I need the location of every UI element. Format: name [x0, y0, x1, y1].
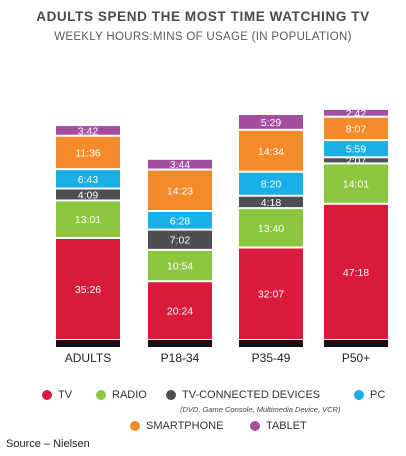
bar-segment-pc-adults [56, 170, 120, 188]
data-label-tv-p50+: 47:18 [343, 267, 369, 279]
bar-segment-tablet-p35-49 [239, 115, 303, 129]
data-label-radio-p18-34: 10:54 [167, 261, 193, 273]
bar-base-p35-49 [239, 340, 303, 347]
data-label-tv-connected-devices-p50+: 2:07 [346, 155, 367, 167]
data-label-tv-connected-devices-p18-34: 7:02 [170, 235, 191, 247]
data-label-tv-connected-devices-adults: 4:09 [78, 189, 99, 201]
tv-legend-dot [42, 390, 52, 400]
bar-segment-tv-connected-devices-p18-34 [148, 230, 212, 249]
bar-segment-smartphone-p35-49 [239, 130, 303, 171]
bar-segment-tv-connected-devices-p35-49 [239, 196, 303, 208]
data-label-pc-p50+: 5:59 [346, 144, 367, 156]
legend-note: (DVD, Game Console, Multimedia Device, V… [180, 405, 341, 414]
data-label-smartphone-p18-34: 14:23 [167, 185, 193, 197]
data-label-pc-p35-49: 8:20 [261, 179, 282, 191]
legend-item-radio: RADIO [96, 389, 147, 401]
bar-base-p50+ [324, 340, 388, 347]
data-label-tv-adults: 35:26 [75, 284, 101, 296]
bar-segment-tv-connected-devices-p50+ [324, 158, 388, 163]
bar-segment-pc-p35-49 [239, 172, 303, 195]
data-label-tv-p18-34: 20:24 [167, 306, 193, 318]
bar-segment-tv-p18-34 [148, 282, 212, 339]
chart-title: ADULTS SPEND THE MOST TIME WATCHING TV [36, 9, 370, 24]
chart-subtitle: WEEKLY HOURS:MINS OF USAGE (IN POPULATIO… [54, 31, 352, 43]
bar-segment-pc-p50+ [324, 141, 388, 157]
data-label-radio-adults: 13:01 [75, 214, 101, 226]
data-label-smartphone-adults: 11:36 [75, 147, 101, 159]
legend-label: RADIO [112, 389, 147, 401]
data-label-tv-p35-49: 32:07 [258, 289, 284, 301]
legend-item-tv-connected-devices: TV-CONNECTED DEVICES [166, 389, 320, 401]
tv-connected-devices-legend-dot [166, 390, 176, 400]
data-label-tablet-adults: 3:42 [78, 125, 99, 137]
bar-segment-radio-p50+ [324, 164, 388, 203]
legend-item-tablet: TABLET [250, 420, 307, 432]
legend-label: SMARTPHONE [146, 420, 224, 432]
data-label-radio-p35-49: 13:40 [258, 223, 284, 235]
bar-segment-smartphone-p50+ [324, 117, 388, 140]
radio-legend-dot [96, 390, 106, 400]
data-label-radio-p50+: 14:01 [343, 179, 369, 191]
bar-segment-radio-p18-34 [148, 250, 212, 281]
bar-base-p18-34 [148, 340, 212, 347]
category-label-p35-49: P35-49 [252, 351, 291, 365]
legend-label: PC [370, 389, 386, 401]
bar-segment-radio-p35-49 [239, 209, 303, 247]
data-label-pc-adults: 6:43 [78, 174, 99, 186]
bar-base-adults [56, 340, 120, 347]
data-label-tablet-p50+: 2:42 [346, 108, 367, 120]
legend-label: TV [58, 389, 73, 401]
bar-segment-pc-p18-34 [148, 211, 212, 229]
stacked-bar-chart: 35:26 13:01 4:09 6:43 11:36 3:42 ADULTS 20:24 10… [56, 108, 388, 365]
legend-label: TABLET [266, 420, 307, 432]
bar-segment-tv-p50+ [324, 204, 388, 339]
bar-segment-tablet-adults [56, 126, 120, 135]
data-label-tablet-p35-49: 5:29 [261, 117, 282, 129]
bar-segment-radio-adults [56, 201, 120, 237]
category-label-adults: ADULTS [65, 351, 111, 365]
category-label-p18-34: P18-34 [161, 351, 200, 365]
source-note: Source – Nielsen [6, 438, 90, 450]
pc-legend-dot [354, 390, 364, 400]
legend-label: TV-CONNECTED DEVICES [182, 389, 321, 401]
data-label-tv-connected-devices-p35-49: 4:18 [261, 197, 282, 209]
tablet-legend-dot [250, 421, 260, 431]
bar-segment-tv-adults [56, 238, 120, 339]
legend-item-smartphone: SMARTPHONE [130, 420, 223, 432]
smartphone-legend-dot [130, 421, 140, 431]
data-label-pc-p18-34: 6:28 [170, 215, 191, 227]
bar-segment-smartphone-adults [56, 136, 120, 169]
category-label-p50+: P50+ [342, 351, 370, 365]
data-label-tablet-p18-34: 3:44 [170, 159, 191, 171]
data-label-smartphone-p35-49: 14:34 [258, 146, 284, 158]
bar-segment-tablet-p50+ [324, 109, 388, 116]
data-label-smartphone-p50+: 8:07 [346, 123, 367, 135]
bar-segment-tv-p35-49 [239, 248, 303, 339]
legend-item-tv: TV [42, 389, 72, 401]
legend-item-pc: PC [354, 389, 385, 401]
bar-segment-tablet-p18-34 [148, 159, 212, 169]
bar-segment-tv-connected-devices-adults [56, 189, 120, 200]
bar-segment-smartphone-p18-34 [148, 170, 212, 210]
